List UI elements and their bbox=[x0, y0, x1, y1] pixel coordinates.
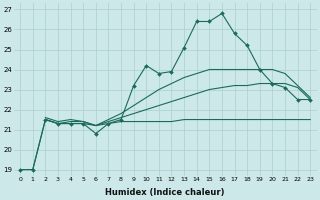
X-axis label: Humidex (Indice chaleur): Humidex (Indice chaleur) bbox=[106, 188, 225, 197]
